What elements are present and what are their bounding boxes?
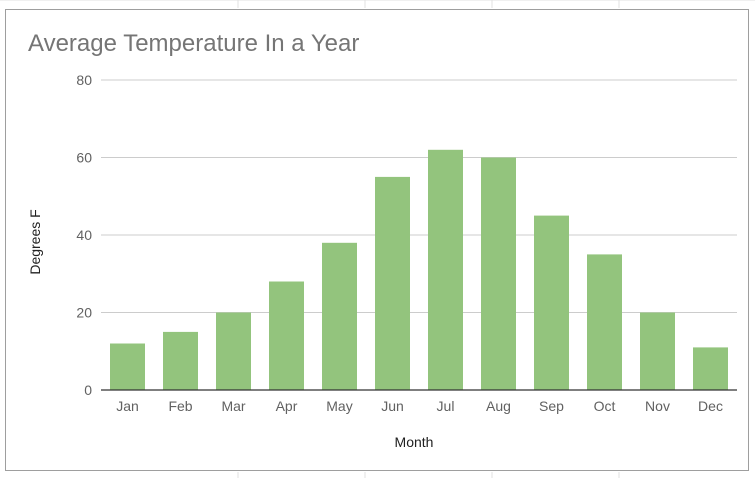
x-tick-label: Jan	[116, 398, 139, 414]
bar-aug[interactable]	[481, 157, 516, 391]
chart-title: Average Temperature In a Year	[28, 30, 360, 57]
x-tick-label: Mar	[221, 398, 245, 414]
x-tick-label: Oct	[594, 398, 616, 414]
bar-dec[interactable]	[693, 347, 728, 390]
bars	[110, 149, 728, 391]
bar-jul[interactable]	[428, 149, 463, 391]
y-tick-label: 0	[84, 382, 92, 398]
bar-chart-plot: 0 20 40 60 80 Jan Feb Mar Apr May Jun Jul Aug Sep Oct N…	[27, 72, 737, 450]
x-tick-label: Apr	[276, 398, 298, 414]
chart-container[interactable]: Average Temperature In a Year 0 20 40 60 80 J…	[5, 9, 749, 471]
x-tick-label: Dec	[698, 398, 723, 414]
bar-sep[interactable]	[534, 215, 569, 390]
bar-oct[interactable]	[587, 254, 622, 390]
x-tick-label: Feb	[168, 398, 192, 414]
x-axis-title: Month	[395, 434, 434, 450]
y-axis-title: Degrees F	[27, 209, 43, 274]
x-tick-label: Jun	[381, 398, 404, 414]
bar-feb[interactable]	[163, 331, 198, 390]
bar-mar[interactable]	[216, 312, 251, 391]
x-tick-label: Jul	[437, 398, 455, 414]
bar-jun[interactable]	[375, 176, 410, 390]
x-tick-label: Sep	[539, 398, 564, 414]
x-tick-label: Nov	[645, 398, 670, 414]
x-tick-label: Aug	[486, 398, 511, 414]
x-tick-label: May	[326, 398, 352, 414]
bar-jan[interactable]	[110, 343, 145, 391]
bar-apr[interactable]	[269, 281, 304, 391]
bar-may[interactable]	[322, 242, 357, 391]
bar-nov[interactable]	[640, 312, 675, 391]
gridlines	[101, 79, 737, 313]
y-tick-label: 40	[76, 227, 92, 243]
y-tick-label: 80	[76, 72, 92, 88]
y-tick-label: 20	[76, 305, 92, 321]
y-tick-label: 60	[76, 150, 92, 166]
tick-labels: 0 20 40 60 80 Jan Feb Mar Apr May Jun Jul Aug Sep Oct N…	[76, 72, 723, 414]
